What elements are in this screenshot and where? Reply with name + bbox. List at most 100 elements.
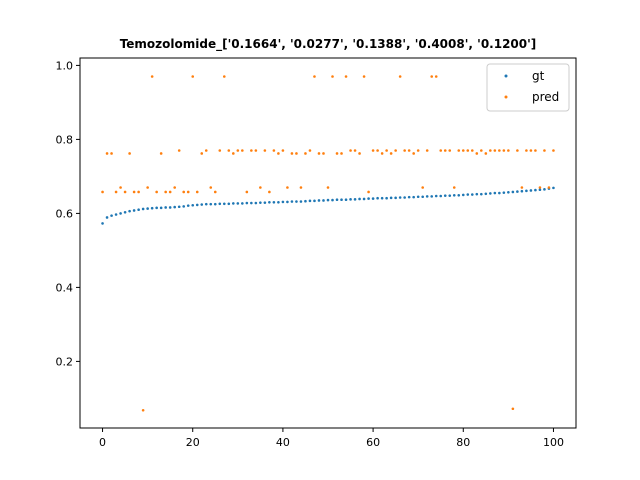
pred-point: [538, 186, 542, 189]
pred-point: [385, 149, 388, 152]
pred-point: [250, 149, 253, 152]
pred-point: [353, 149, 357, 152]
pred-point: [534, 149, 537, 152]
pred-point: [425, 149, 429, 152]
gt-point: [425, 195, 429, 198]
y-tick-label: 1.0: [56, 59, 74, 72]
gt-point: [164, 206, 167, 209]
pred-point: [259, 186, 262, 189]
series-layer: [101, 75, 555, 412]
pred-point: [367, 190, 370, 194]
pred-point: [110, 152, 113, 155]
gt-point: [173, 205, 176, 209]
plot-frame: [79, 57, 577, 429]
pred-point: [200, 152, 204, 155]
pred-point: [448, 149, 452, 152]
pred-point: [182, 190, 186, 194]
gt-point: [475, 192, 479, 196]
pred-point: [128, 152, 131, 155]
gt-point: [263, 201, 267, 204]
pred-point: [344, 75, 348, 78]
pred-point: [173, 186, 176, 189]
y-tick-label: 0.8: [56, 133, 74, 146]
pred-point: [209, 186, 213, 189]
pred-point: [452, 186, 456, 189]
gt-point: [448, 194, 452, 197]
gt-point: [317, 199, 321, 202]
y-axis: 0.2 0.4 0.6 0.8 1.0: [56, 59, 80, 368]
gt-point: [299, 200, 303, 203]
pred-point: [268, 190, 271, 194]
pred-point: [403, 149, 406, 152]
pred-point: [277, 152, 280, 155]
gt-point: [186, 204, 190, 207]
gt-point: [344, 198, 348, 202]
gt-point: [489, 192, 492, 195]
pred-point: [489, 149, 492, 152]
gt-point: [101, 222, 104, 225]
gt-point: [331, 198, 334, 202]
gt-point: [407, 195, 411, 199]
gt-point: [502, 191, 506, 194]
pred-point: [204, 149, 208, 152]
pred-point: [322, 152, 325, 155]
gt-point: [222, 202, 226, 206]
gt-point: [498, 191, 501, 195]
pred-point: [335, 152, 339, 155]
gt-point: [507, 191, 510, 194]
pred-point: [484, 152, 488, 155]
gt-point: [470, 193, 474, 196]
pred-point: [101, 190, 104, 194]
legend-label-gt: gt: [532, 69, 545, 83]
legend-label-pred: pred: [532, 90, 559, 104]
pred-point: [254, 149, 258, 152]
pred-point: [498, 149, 501, 152]
gt-point: [114, 213, 118, 216]
gt-point: [259, 201, 262, 204]
pred-point: [290, 152, 294, 155]
pred-point: [398, 75, 402, 78]
gt-point: [281, 200, 285, 204]
gt-point: [529, 189, 533, 192]
gt-point: [385, 196, 388, 200]
gt-point: [141, 207, 145, 211]
pred-point: [141, 408, 145, 412]
pred-point: [119, 186, 122, 189]
pred-point: [421, 186, 424, 189]
gt-point: [168, 206, 172, 209]
gt-point: [534, 188, 537, 192]
pred-point: [394, 149, 397, 152]
gt-point: [520, 189, 524, 193]
gt-point: [362, 197, 366, 201]
pred-point: [168, 190, 172, 194]
gt-point: [322, 199, 325, 202]
gt-point: [484, 192, 488, 196]
gt-point: [308, 199, 312, 203]
pred-point: [263, 149, 267, 152]
gt-point: [137, 208, 140, 211]
gt-point: [416, 195, 420, 199]
x-tick-label: 100: [543, 436, 564, 449]
gt-point: [146, 207, 149, 210]
pred-point: [227, 149, 231, 152]
pred-point: [376, 149, 379, 152]
gt-point: [204, 202, 208, 206]
x-tick-label: 0: [99, 436, 106, 449]
gt-point: [290, 200, 294, 203]
gt-point: [353, 198, 357, 201]
gt-point: [250, 201, 253, 205]
pred-point: [529, 149, 533, 152]
pred-point: [480, 149, 483, 152]
y-tick-label: 0.6: [56, 207, 74, 220]
pred-point: [114, 190, 118, 194]
gt-point: [236, 202, 240, 205]
pred-point: [304, 152, 307, 155]
pred-point: [213, 190, 217, 194]
gt-point: [439, 194, 443, 198]
pred-point: [516, 149, 519, 152]
gt-point: [538, 188, 542, 192]
gt-point: [443, 194, 447, 197]
pred-point: [177, 149, 181, 152]
pred-point: [195, 190, 199, 194]
gt-point: [105, 216, 109, 219]
